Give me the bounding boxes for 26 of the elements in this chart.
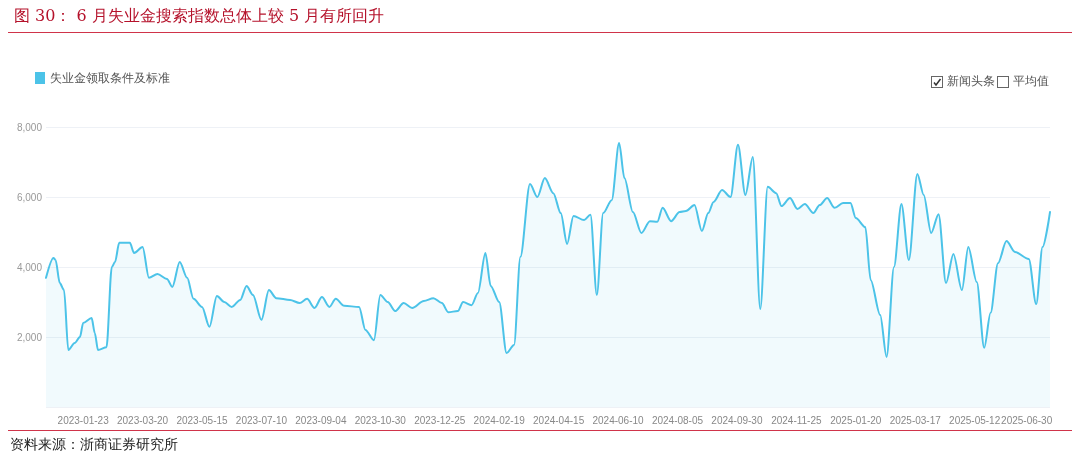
- x-tick-label: 2024-09-30: [711, 414, 763, 426]
- legend-label: 失业金领取条件及标准: [50, 71, 170, 85]
- x-tick-label: 2023-10-30: [354, 414, 407, 426]
- x-tick-label: 2023-05-15: [176, 414, 229, 426]
- chart-title: 图 30： 6 月失业金搜索指数总体上较 5 月有所回升: [14, 6, 385, 27]
- x-tick-label: 2023-07-10: [235, 414, 288, 426]
- x-tick-label: 2024-02-19: [473, 414, 526, 426]
- x-tick-label: 2025-03-17: [889, 414, 942, 426]
- text: 新闻头条: [947, 73, 995, 90]
- x-tick-label: 2024-04-15: [533, 414, 585, 426]
- y-tick-label: 8,000: [16, 121, 43, 133]
- x-tick-label: 2023-09-04: [295, 414, 347, 426]
- y-tick-label: 6,000: [16, 191, 43, 203]
- x-tick-label: 2025-06-30: [1001, 414, 1053, 426]
- x-tick-label: 2024-11-25: [771, 414, 822, 426]
- x-tick-label: 2024-06-10: [592, 414, 645, 426]
- x-tick-label: 2023-03-20: [117, 414, 169, 426]
- text: 资料来源：浙商证券研究所: [10, 436, 178, 454]
- x-tick-label: 2023-01-23: [57, 414, 110, 426]
- x-tick-label: 2025-05-12: [949, 414, 1001, 426]
- x-tick-label: 2023-12-25: [414, 414, 466, 426]
- x-tick-label: 2025-01-20: [830, 414, 882, 426]
- text: 平均值: [1013, 73, 1049, 90]
- y-tick-label: 2,000: [16, 331, 43, 343]
- y-tick-label: 4,000: [16, 261, 43, 273]
- x-tick-label: 2024-08-05: [651, 414, 704, 426]
